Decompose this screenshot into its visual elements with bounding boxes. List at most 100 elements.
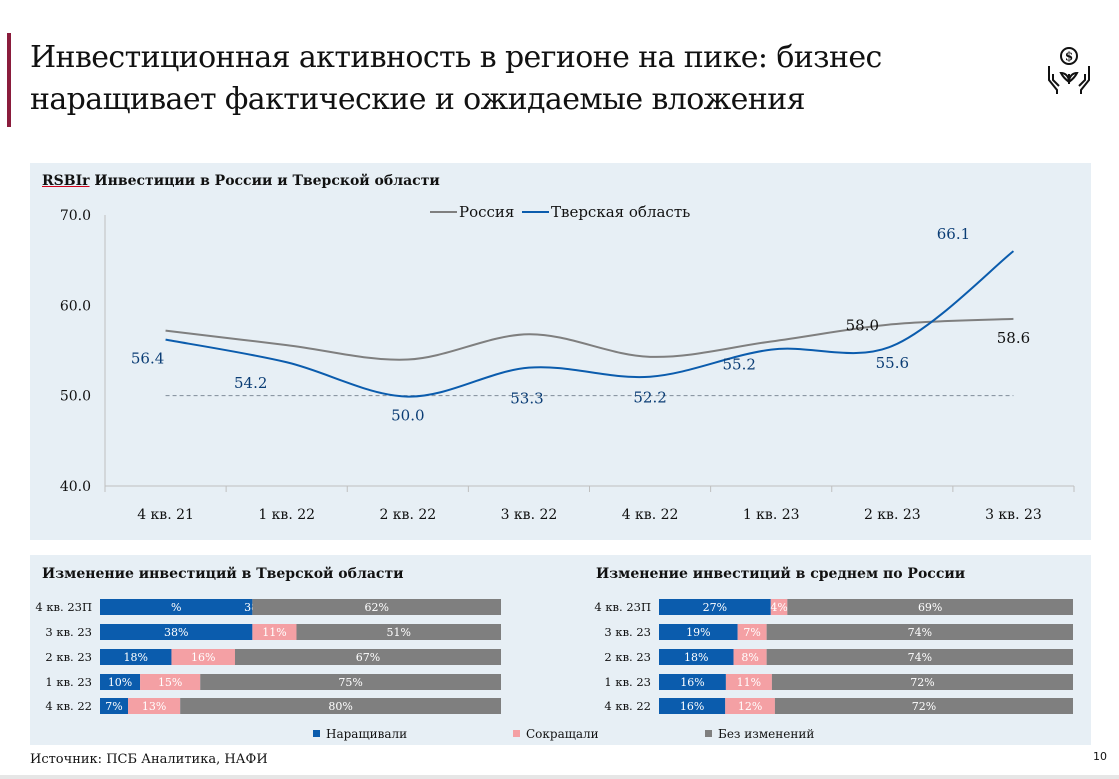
data-label-tver: 53.3 [510, 390, 543, 408]
data-label-russia: 58.0 [846, 316, 879, 334]
legend-unchanged-label: Без изменений [718, 727, 815, 741]
bar-data-label: 27% [703, 601, 727, 614]
bar-category-label: 4 кв. 22 [604, 699, 651, 713]
bar-data-label: 18% [124, 651, 148, 664]
bar-segment-tver [100, 698, 129, 714]
bar-category-label: 4 кв. 22 [45, 699, 92, 713]
bar-segment-tver [128, 698, 181, 714]
bar-data-label: 12% [738, 700, 762, 713]
bar-segment-russia [770, 599, 788, 615]
bar-segment-tver [200, 674, 501, 690]
bar-category-label: 2 кв. 23 [45, 650, 92, 664]
legend-russia-label: Россия [459, 203, 514, 221]
legend-increase: Наращивали [313, 727, 407, 741]
y-tick-label: 60.0 [60, 298, 91, 314]
bar-segment-russia [659, 674, 726, 690]
title-accent-bar [7, 33, 11, 127]
bar-data-label: 16% [680, 676, 704, 689]
svg-text:$: $ [1065, 50, 1073, 64]
bar-segment-russia [733, 649, 767, 665]
x-tick-label: 4 кв. 22 [622, 507, 679, 523]
bar-category-label: 1 кв. 23 [604, 675, 651, 689]
bar-segment-russia [766, 649, 1073, 665]
bar-data-label: 74% [908, 626, 932, 639]
bar-data-label: 11% [262, 626, 286, 639]
series-line-russia [165, 317, 1014, 361]
bar-data-label: 16% [191, 651, 215, 664]
bar-data-label: % [171, 601, 181, 614]
bottom-rule [0, 775, 1119, 779]
bar-segment-tver [100, 599, 253, 615]
bar-data-label: 74% [908, 651, 932, 664]
bar-segment-russia [725, 698, 775, 714]
data-label-tver: 55.6 [876, 354, 909, 372]
page-number: 10 [1093, 750, 1107, 763]
source-note: Источник: ПСБ Аналитика, НАФИ [30, 752, 268, 767]
bar-data-label: 75% [338, 676, 362, 689]
bar-data-label: 62% [364, 601, 388, 614]
bar-segment-tver [234, 649, 501, 665]
bar-data-label: 51% [387, 626, 411, 639]
data-label-tver: 55.2 [722, 356, 755, 374]
bar-segment-russia [774, 698, 1073, 714]
x-tick-label: 1 кв. 22 [258, 507, 315, 523]
bar-segment-tver [180, 698, 501, 714]
x-tick-label: 4 кв. 21 [137, 507, 194, 523]
legend-decrease-swatch [513, 730, 520, 737]
russia-bar-chart-title: Изменение инвестиций в среднем по России [596, 566, 966, 582]
legend-increase-swatch [313, 730, 320, 737]
x-tick-label: 3 кв. 22 [501, 507, 558, 523]
bar-category-label: 4 кв. 23П [35, 600, 92, 614]
data-label-tver: 56.4 [131, 350, 164, 368]
bar-segment-russia [771, 674, 1073, 690]
bar-data-label: 16% [680, 700, 704, 713]
bar-data-label: 18% [684, 651, 708, 664]
legend-unchanged-swatch [705, 730, 712, 737]
line-chart-title: RSBIr Инвестиции в России и Тверской обл… [42, 173, 440, 189]
line-chart-panel [30, 163, 1091, 540]
money-hands-icon: $ [1048, 47, 1090, 94]
bar-data-label: 4% [770, 601, 787, 614]
bar-segment-russia [787, 599, 1073, 615]
x-tick-label: 1 кв. 23 [743, 507, 800, 523]
bar-category-label: 3 кв. 23 [604, 625, 651, 639]
bar-data-label: 15% [158, 676, 182, 689]
rsbir-label: RSBIr [42, 173, 90, 189]
page-title-line-2: наращивает фактические и ожидаемые вложе… [30, 82, 806, 117]
tver-bar-chart-title: Изменение инвестиций в Тверской области [42, 566, 404, 582]
bar-segment-russia [737, 624, 767, 640]
bar-data-label: 72% [912, 700, 936, 713]
x-tick-label: 3 кв. 23 [985, 507, 1042, 523]
bar-segment-tver [171, 649, 235, 665]
bar-segment-russia [659, 599, 771, 615]
legend-decrease-label: Сокращали [526, 727, 599, 741]
bar-segment-russia [659, 649, 734, 665]
bar-segment-tver [100, 674, 141, 690]
legend-decrease: Сокращали [513, 727, 599, 741]
bar-segment-tver [100, 649, 172, 665]
x-tick-label: 2 кв. 22 [379, 507, 436, 523]
y-tick-label: 40.0 [60, 479, 91, 495]
bar-segment-tver [252, 599, 501, 615]
x-tick-label: 2 кв. 23 [864, 507, 921, 523]
bar-data-label: 7% [743, 626, 760, 639]
bar-data-label: 38% [164, 626, 188, 639]
bar-segment-tver [100, 624, 253, 640]
bar-segment-russia [725, 674, 772, 690]
y-tick-label: 70.0 [60, 208, 91, 224]
bar-segment-russia [766, 624, 1073, 640]
data-label-tver: 66.1 [937, 225, 970, 243]
bar-segment-russia [659, 698, 726, 714]
page-title: Инвестиционная активность в регионе на п… [30, 37, 1030, 121]
bar-data-label: 7% [105, 700, 122, 713]
series-line-tver [165, 250, 1015, 398]
legend-unchanged: Без изменений [705, 727, 814, 741]
bar-segment-tver [296, 624, 501, 640]
bar-data-label: 10% [108, 676, 132, 689]
page-title-line-1: Инвестиционная активность в регионе на п… [30, 40, 882, 75]
line-chart-title-text: Инвестиции в России и Тверской области [94, 173, 440, 189]
bar-segment-tver [252, 624, 297, 640]
data-label-tver: 52.2 [633, 389, 666, 407]
